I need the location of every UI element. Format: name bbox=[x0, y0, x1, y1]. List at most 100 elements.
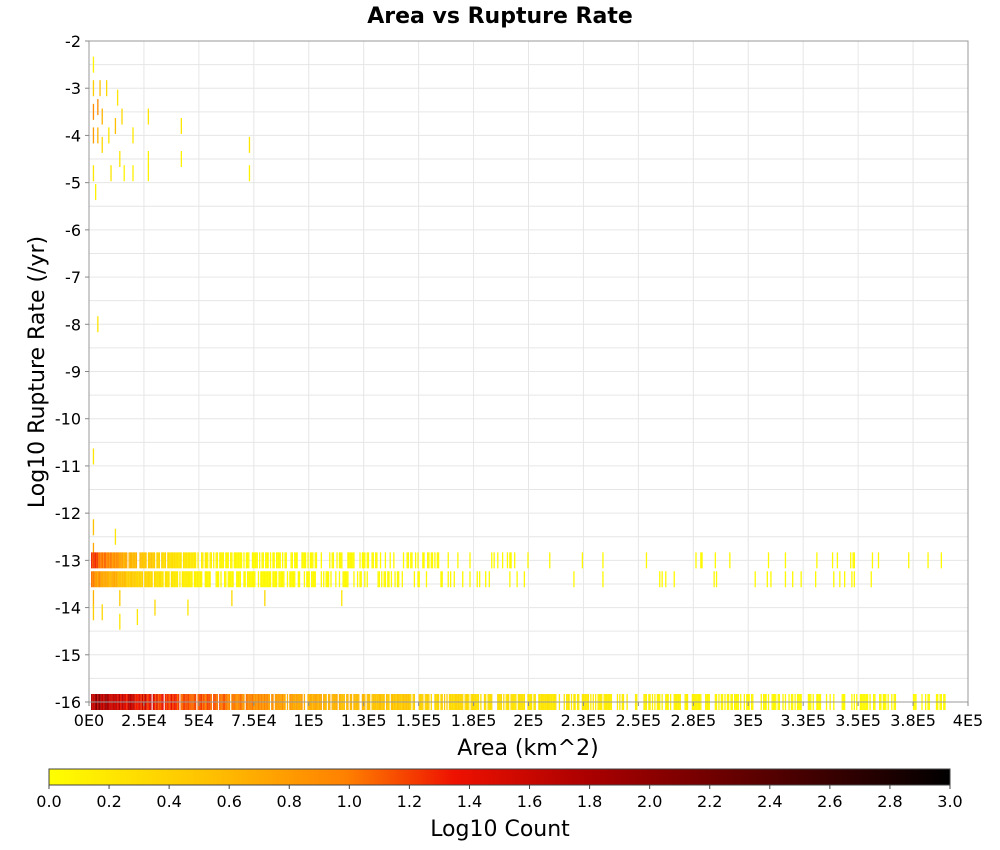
heatmap-cell bbox=[423, 552, 425, 569]
heatmap-cell bbox=[112, 552, 115, 569]
heatmap-cell bbox=[602, 571, 604, 588]
heatmap-cell bbox=[213, 552, 215, 569]
x-tick-label: 4E5 bbox=[953, 711, 983, 730]
heatmap-cell bbox=[181, 571, 183, 588]
heatmap-cell bbox=[248, 571, 250, 588]
heatmap-cell bbox=[92, 552, 94, 569]
heatmap-cell bbox=[140, 552, 142, 569]
heatmap-cell bbox=[227, 552, 229, 569]
heatmap-cell bbox=[193, 552, 196, 569]
heatmap-cell bbox=[174, 571, 176, 588]
heatmap-cell bbox=[92, 519, 95, 536]
heatmap-cell bbox=[159, 571, 162, 588]
heatmap-cell bbox=[92, 590, 95, 607]
heatmap-cell bbox=[111, 552, 113, 569]
heatmap-cell bbox=[307, 571, 309, 588]
heatmap-cell bbox=[303, 571, 306, 588]
heatmap-cell bbox=[101, 552, 104, 569]
heatmap-cell bbox=[462, 571, 464, 588]
y-tick-label: -15 bbox=[55, 646, 81, 665]
colorbar-tick-label: 2.6 bbox=[817, 792, 842, 811]
y-tick-label: -2 bbox=[65, 32, 81, 51]
heatmap-cell bbox=[99, 571, 101, 588]
heatmap-cell bbox=[101, 571, 104, 588]
heatmap-cell bbox=[279, 552, 281, 569]
heatmap-cell bbox=[161, 571, 163, 588]
heatmap-cell bbox=[384, 552, 387, 569]
heatmap-cell bbox=[661, 571, 663, 588]
heatmap-cell bbox=[320, 552, 322, 569]
heatmap-cell bbox=[164, 552, 167, 569]
heatmap-cell bbox=[573, 571, 575, 588]
heatmap-cell bbox=[266, 552, 268, 569]
heatmap-cell bbox=[381, 571, 383, 588]
heatmap-cell bbox=[179, 571, 181, 588]
y-tick-label: -3 bbox=[65, 79, 81, 98]
heatmap-cell bbox=[839, 571, 841, 588]
heatmap-cell bbox=[119, 151, 121, 168]
heatmap-cell bbox=[145, 552, 147, 569]
heatmap-cell bbox=[198, 571, 200, 588]
heatmap-cell bbox=[132, 165, 134, 182]
y-tick-label: -12 bbox=[55, 504, 81, 523]
heatmap-cell bbox=[124, 552, 127, 569]
heatmap-cell bbox=[216, 571, 219, 588]
heatmap-cell bbox=[388, 571, 390, 588]
heatmap-cell bbox=[147, 165, 150, 182]
heatmap-cell bbox=[506, 552, 509, 569]
heatmap-cell bbox=[436, 552, 439, 569]
heatmap-cell bbox=[376, 552, 378, 569]
heatmap-cell bbox=[187, 571, 190, 588]
heatmap-cell bbox=[204, 571, 206, 588]
heatmap-cell bbox=[116, 571, 118, 588]
heatmap-cell bbox=[279, 571, 281, 588]
heatmap-cell bbox=[178, 552, 180, 569]
heatmap-cell bbox=[209, 552, 211, 569]
heatmap-cell bbox=[425, 571, 428, 588]
heatmap-cell bbox=[527, 552, 529, 569]
heatmap-cell bbox=[372, 552, 374, 569]
heatmap-cell bbox=[93, 571, 95, 588]
y-axis-label: Log10 Rupture Rate (/yr) bbox=[25, 236, 50, 508]
x-tick-label: 2.3E5 bbox=[561, 711, 607, 730]
y-tick-label: -5 bbox=[65, 174, 81, 193]
colorbar-tick-label: 1.4 bbox=[457, 792, 482, 811]
heatmap-cell bbox=[346, 571, 348, 588]
colorbar-tick-label: 2.4 bbox=[757, 792, 782, 811]
heatmap-cell bbox=[387, 571, 389, 588]
heatmap-cell bbox=[239, 571, 241, 588]
heatmap-cell bbox=[353, 552, 355, 569]
heatmap-cell bbox=[199, 571, 202, 588]
heatmap-cell bbox=[223, 571, 226, 588]
heatmap-cell bbox=[430, 552, 432, 569]
y-tick-label: -4 bbox=[65, 126, 81, 145]
heatmap-cell bbox=[106, 552, 109, 569]
heatmap-cell bbox=[418, 571, 420, 588]
heatmap-cell bbox=[122, 571, 124, 588]
heatmap-cell bbox=[291, 552, 293, 569]
y-tick-label: -14 bbox=[55, 599, 81, 618]
heatmap-cell bbox=[274, 571, 277, 588]
heatmap-cell bbox=[243, 552, 245, 569]
heatmap-cell bbox=[262, 571, 264, 588]
heatmap-cell bbox=[196, 571, 198, 588]
heatmap-cell bbox=[164, 571, 167, 588]
heatmap-cell bbox=[770, 571, 772, 588]
heatmap-cell bbox=[92, 165, 95, 182]
heatmap-cell bbox=[766, 571, 768, 588]
heatmap-cell bbox=[157, 571, 159, 588]
heatmap-cell bbox=[338, 571, 341, 588]
heatmap-cell bbox=[359, 552, 361, 569]
heatmap-cell bbox=[182, 571, 185, 588]
heatmap-cell bbox=[220, 571, 222, 588]
heatmap-cell bbox=[602, 552, 604, 569]
heatmap-cell bbox=[158, 571, 161, 588]
heatmap-cell bbox=[255, 552, 257, 569]
x-tick-label: 3.3E5 bbox=[780, 711, 826, 730]
heatmap-cell bbox=[347, 552, 349, 569]
heatmap-cell bbox=[453, 571, 455, 588]
heatmap-cell bbox=[469, 552, 471, 569]
heatmap-cell bbox=[91, 571, 93, 588]
y-tick-label: -9 bbox=[65, 363, 81, 382]
